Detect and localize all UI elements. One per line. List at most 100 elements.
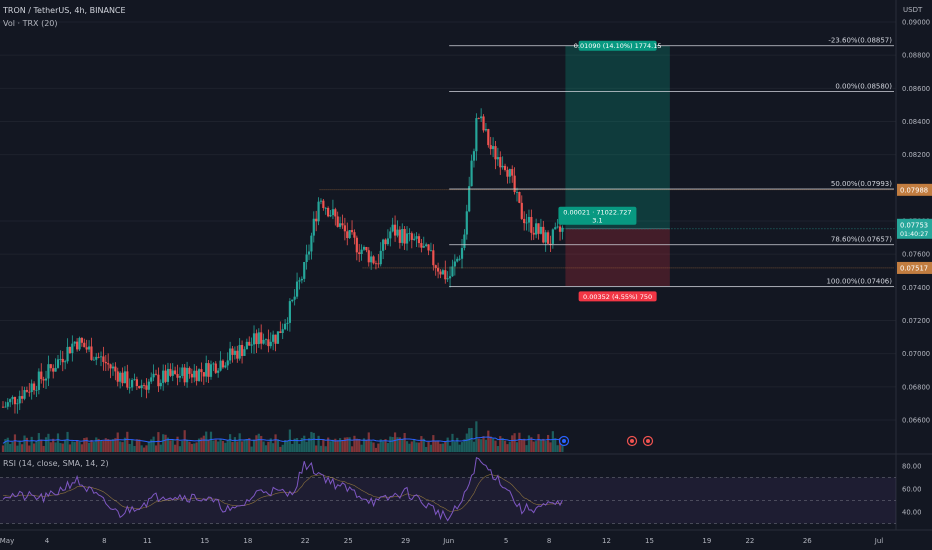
- candle-body[interactable]: [49, 364, 52, 369]
- candle-body[interactable]: [250, 344, 253, 346]
- candle-body[interactable]: [154, 373, 158, 375]
- candle-body[interactable]: [437, 268, 440, 272]
- candle-body[interactable]: [403, 229, 406, 244]
- candle-body[interactable]: [157, 374, 160, 387]
- stop-label-bg[interactable]: [578, 291, 657, 302]
- candle-body[interactable]: [298, 280, 301, 282]
- stop-zone[interactable]: [565, 228, 670, 287]
- candle-body[interactable]: [398, 229, 401, 243]
- candle-body[interactable]: [119, 372, 122, 382]
- candle-body[interactable]: [494, 146, 497, 160]
- candle-body[interactable]: [176, 373, 179, 378]
- candle-body[interactable]: [288, 301, 291, 323]
- candle-body[interactable]: [6, 402, 9, 407]
- candle-body[interactable]: [427, 244, 430, 251]
- candle-body[interactable]: [32, 383, 36, 391]
- candle-body[interactable]: [90, 346, 93, 360]
- candle-body[interactable]: [295, 281, 299, 297]
- candle-body[interactable]: [107, 363, 110, 365]
- candle-body[interactable]: [209, 364, 213, 377]
- candle-body[interactable]: [365, 246, 368, 251]
- candle-body[interactable]: [391, 224, 394, 232]
- candle-body[interactable]: [85, 347, 88, 350]
- candle-body[interactable]: [382, 239, 385, 251]
- candle-body[interactable]: [99, 356, 103, 358]
- candle-body[interactable]: [37, 371, 40, 390]
- candle-body[interactable]: [214, 363, 217, 373]
- candle-body[interactable]: [229, 348, 232, 361]
- candle-body[interactable]: [511, 169, 514, 176]
- candle-body[interactable]: [257, 332, 260, 345]
- candle-body[interactable]: [360, 249, 363, 255]
- candle-body[interactable]: [181, 367, 184, 376]
- candle-body[interactable]: [499, 157, 502, 168]
- candle-body[interactable]: [221, 360, 225, 368]
- candle-body[interactable]: [1, 406, 5, 408]
- candle-body[interactable]: [140, 385, 143, 389]
- candle-body[interactable]: [420, 243, 423, 248]
- candle-body[interactable]: [530, 216, 533, 233]
- candle-body[interactable]: [174, 370, 177, 374]
- candle-body[interactable]: [425, 244, 428, 246]
- symbol-title[interactable]: TRON / TetherUS, 4h, BINANCE: [3, 6, 126, 15]
- candle-body[interactable]: [508, 169, 511, 177]
- candle-body[interactable]: [195, 370, 198, 381]
- candle-body[interactable]: [68, 346, 72, 354]
- candle-body[interactable]: [362, 246, 366, 250]
- candle-body[interactable]: [123, 371, 127, 384]
- candle-body[interactable]: [384, 239, 387, 245]
- candle-body[interactable]: [121, 372, 124, 384]
- candle-body[interactable]: [453, 261, 456, 267]
- candle-body[interactable]: [130, 379, 134, 388]
- candle-body[interactable]: [334, 209, 337, 217]
- candle-body[interactable]: [358, 252, 361, 255]
- candle-body[interactable]: [231, 348, 234, 355]
- target-zone[interactable]: [565, 45, 670, 229]
- candle-body[interactable]: [556, 226, 559, 228]
- candle-body[interactable]: [40, 371, 43, 380]
- candle-body[interactable]: [475, 118, 478, 152]
- candle-body[interactable]: [291, 299, 294, 302]
- candle-body[interactable]: [446, 278, 449, 280]
- candle-body[interactable]: [185, 367, 189, 383]
- candle-body[interactable]: [310, 235, 313, 252]
- candle-body[interactable]: [18, 396, 21, 404]
- rsi-line[interactable]: [2, 456, 563, 522]
- candle-body[interactable]: [444, 270, 447, 280]
- candle-body[interactable]: [300, 278, 303, 281]
- candle-body[interactable]: [183, 367, 186, 383]
- candle-body[interactable]: [434, 265, 437, 269]
- candle-body[interactable]: [162, 370, 165, 383]
- candle-body[interactable]: [133, 379, 136, 381]
- candle-body[interactable]: [350, 230, 354, 233]
- candle-body[interactable]: [193, 370, 196, 378]
- candle-body[interactable]: [212, 363, 215, 365]
- candle-body[interactable]: [496, 157, 499, 160]
- candle-body[interactable]: [367, 250, 370, 263]
- candle-body[interactable]: [451, 266, 454, 277]
- candle-body[interactable]: [346, 231, 349, 239]
- candle-body[interactable]: [188, 367, 191, 374]
- candle-body[interactable]: [25, 390, 29, 392]
- candle-body[interactable]: [317, 201, 320, 222]
- current-price-badge[interactable]: [897, 218, 932, 239]
- candle-body[interactable]: [372, 256, 375, 264]
- candle-body[interactable]: [551, 229, 554, 244]
- candle-body[interactable]: [303, 261, 306, 279]
- candle-body[interactable]: [319, 200, 323, 202]
- candle-body[interactable]: [353, 232, 356, 238]
- candle-body[interactable]: [401, 229, 404, 243]
- candle-body[interactable]: [422, 245, 425, 248]
- candle-body[interactable]: [267, 339, 270, 347]
- candle-body[interactable]: [331, 209, 335, 216]
- candle-body[interactable]: [59, 358, 62, 360]
- candle-body[interactable]: [95, 356, 98, 360]
- candle-body[interactable]: [396, 229, 399, 236]
- candle-body[interactable]: [377, 263, 380, 265]
- candle-body[interactable]: [240, 344, 244, 356]
- candle-body[interactable]: [78, 337, 81, 350]
- candle-body[interactable]: [56, 359, 60, 368]
- candle-body[interactable]: [410, 233, 413, 240]
- candle-body[interactable]: [537, 223, 540, 234]
- candle-body[interactable]: [205, 363, 208, 377]
